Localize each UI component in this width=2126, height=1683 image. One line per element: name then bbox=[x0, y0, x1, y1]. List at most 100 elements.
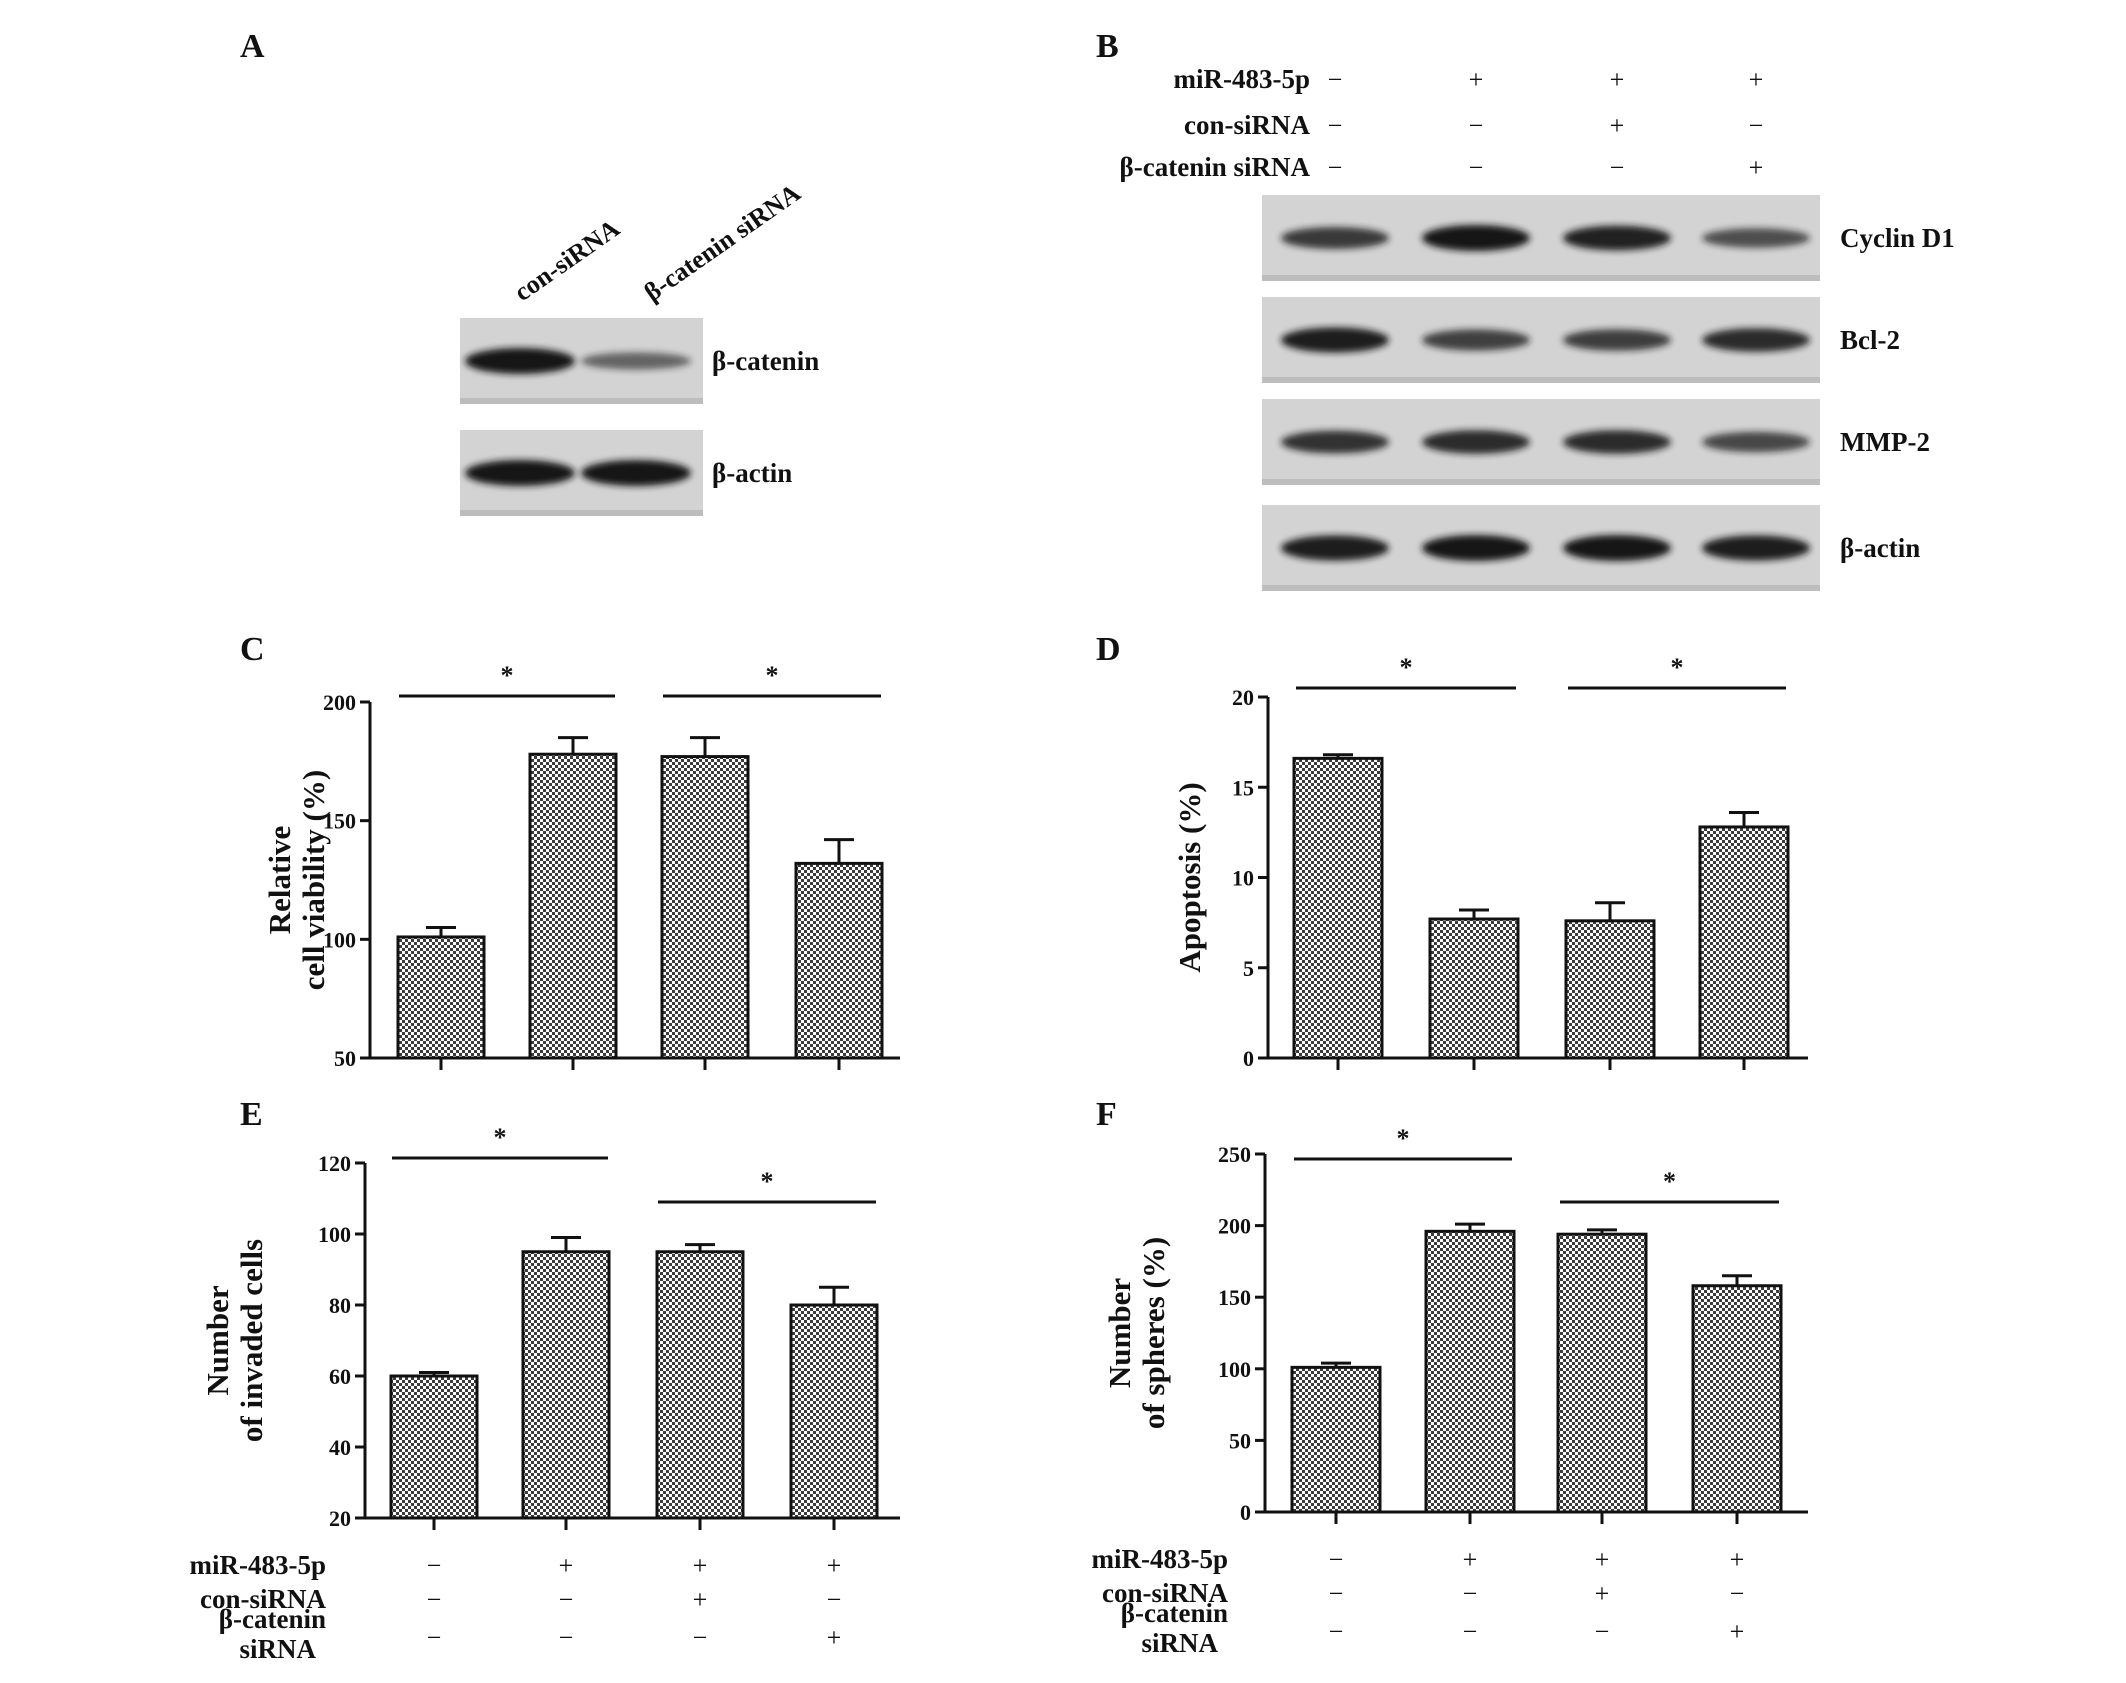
blot-band bbox=[1702, 328, 1810, 352]
y-tick-label: 15 bbox=[1232, 775, 1254, 800]
blot-band bbox=[1563, 225, 1671, 251]
y-tick-label: 20 bbox=[1232, 685, 1254, 710]
condition-sign: + bbox=[1463, 1545, 1478, 1574]
chart-d: D 0 5 10 15 20 * * Apoptosis (%) bbox=[1096, 631, 1808, 1071]
blot-band bbox=[1702, 228, 1810, 248]
y-axis-label: of invaded cells bbox=[234, 1239, 269, 1442]
blot-band bbox=[1702, 535, 1810, 561]
panel-d-letter: D bbox=[1096, 631, 1121, 668]
condition-sign: + bbox=[1730, 1617, 1745, 1646]
blot-band bbox=[1422, 329, 1530, 351]
bar bbox=[396, 935, 486, 1060]
y-axis-label: Number bbox=[1102, 1278, 1137, 1388]
blot-edge bbox=[460, 510, 703, 516]
y-tick-label: 50 bbox=[1229, 1428, 1251, 1453]
condition-sign: + bbox=[1595, 1545, 1610, 1574]
condition-sign: + bbox=[1749, 65, 1764, 94]
blot-label-beta-actin: β-actin bbox=[712, 458, 792, 488]
condition-sign: + bbox=[827, 1623, 842, 1652]
blot-band bbox=[1563, 430, 1671, 454]
condition-sign: − bbox=[827, 1585, 842, 1614]
panel-b-letter: B bbox=[1096, 28, 1119, 65]
condition-sign: − bbox=[1328, 111, 1343, 140]
panel-a: A con-siRNA β-catenin siRNA β-catenin β-a… bbox=[240, 28, 819, 516]
y-tick-label: 150 bbox=[1218, 1285, 1251, 1310]
chart-e: E 20 40 60 80 100 120 * * Number of invaded cells m… bbox=[190, 1096, 900, 1664]
y-tick-label: 250 bbox=[1218, 1142, 1251, 1167]
panel-c-letter: C bbox=[240, 631, 265, 668]
blot-band bbox=[1281, 535, 1389, 561]
y-tick-label: 5 bbox=[1243, 956, 1254, 981]
y-tick-label: 20 bbox=[329, 1506, 351, 1531]
condition-label-con-sirna: con-siRNA bbox=[200, 1584, 326, 1614]
condition-sign: − bbox=[427, 1551, 442, 1580]
y-axis-label: Number bbox=[200, 1285, 235, 1395]
condition-sign: − bbox=[1328, 153, 1343, 182]
blot-strips-b: Cyclin D1 Bcl-2 MMP-2 β-actin bbox=[1262, 195, 1955, 591]
condition-sign: + bbox=[1730, 1545, 1745, 1574]
y-axis-label: of spheres (%) bbox=[1136, 1237, 1171, 1429]
condition-sign: + bbox=[827, 1551, 842, 1580]
blot-band bbox=[1422, 430, 1530, 454]
condition-sign: − bbox=[427, 1623, 442, 1652]
condition-label-mir-483-5p: miR-483-5p bbox=[1174, 64, 1311, 94]
chart-f: F 0 50 100 150 200 250 * * Number of spheres (%) mi… bbox=[1092, 1096, 1808, 1658]
bar bbox=[389, 1374, 479, 1520]
blot-band bbox=[1422, 225, 1530, 251]
lane-label-beta-catenin-sirna: β-catenin siRNA bbox=[639, 178, 806, 307]
y-axis-label: Relative bbox=[262, 826, 297, 934]
blot-strip-mmp-2: MMP-2 bbox=[1262, 399, 1930, 485]
blot-edge bbox=[1262, 585, 1820, 591]
bar bbox=[1424, 1229, 1516, 1514]
condition-label-beta-catenin-sirna: β-catenin siRNA bbox=[1120, 152, 1311, 182]
condition-label-mir-483-5p: miR-483-5p bbox=[190, 1550, 327, 1580]
condition-label-beta-catenin-sirna: β-catenin bbox=[1121, 1598, 1228, 1628]
condition-sign: − bbox=[559, 1623, 574, 1652]
condition-sign: + bbox=[559, 1551, 574, 1580]
y-tick-label: 150 bbox=[323, 809, 356, 834]
condition-sign: − bbox=[427, 1585, 442, 1614]
blot-strip-beta-catenin: β-catenin bbox=[460, 318, 819, 404]
panel-e-letter: E bbox=[240, 1096, 263, 1133]
condition-sign: + bbox=[1749, 153, 1764, 182]
y-tick-label: 10 bbox=[1232, 866, 1254, 891]
significance-star: * bbox=[1400, 653, 1413, 682]
bar bbox=[1292, 756, 1384, 1060]
bar bbox=[789, 1303, 879, 1520]
y-tick-label: 200 bbox=[323, 690, 356, 715]
condition-table-b: miR-483-5p − + + +con-siRNA − − + −β-catenin siR… bbox=[1120, 64, 1764, 182]
condition-label-con-sirna: con-siRNA bbox=[1184, 110, 1310, 140]
y-tick-label: 200 bbox=[1218, 1214, 1251, 1239]
panel-a-letter: A bbox=[240, 28, 265, 65]
significance-star: * bbox=[494, 1123, 507, 1152]
blot-label-beta-actin: β-actin bbox=[1840, 533, 1920, 563]
blot-edge bbox=[460, 398, 703, 404]
significance-star: * bbox=[1663, 1167, 1676, 1196]
blot-band bbox=[1422, 535, 1530, 561]
condition-sign: − bbox=[1469, 111, 1484, 140]
bar bbox=[655, 1250, 745, 1520]
condition-sign: − bbox=[1463, 1579, 1478, 1608]
y-tick-label: 40 bbox=[329, 1435, 351, 1460]
condition-sign: − bbox=[1328, 65, 1343, 94]
significance-star: * bbox=[501, 661, 514, 690]
bar bbox=[660, 755, 750, 1060]
blot-band bbox=[465, 348, 575, 374]
y-tick-label: 80 bbox=[329, 1293, 351, 1318]
y-axis-label: Apoptosis (%) bbox=[1172, 782, 1207, 972]
blot-strip-beta-actin: β-actin bbox=[460, 430, 792, 516]
significance-star: * bbox=[1671, 653, 1684, 682]
condition-sign: + bbox=[693, 1585, 708, 1614]
condition-label-beta-catenin-sirna: siRNA bbox=[239, 1634, 316, 1664]
bar bbox=[794, 861, 884, 1060]
blot-band bbox=[1563, 329, 1671, 351]
y-tick-label: 100 bbox=[1218, 1357, 1251, 1382]
bar bbox=[1556, 1232, 1648, 1514]
condition-sign: − bbox=[1329, 1617, 1344, 1646]
condition-sign: − bbox=[559, 1585, 574, 1614]
condition-sign: − bbox=[1595, 1617, 1610, 1646]
significance-star: * bbox=[766, 661, 779, 690]
blot-edge bbox=[1262, 377, 1820, 383]
panel-f-letter: F bbox=[1096, 1096, 1117, 1133]
